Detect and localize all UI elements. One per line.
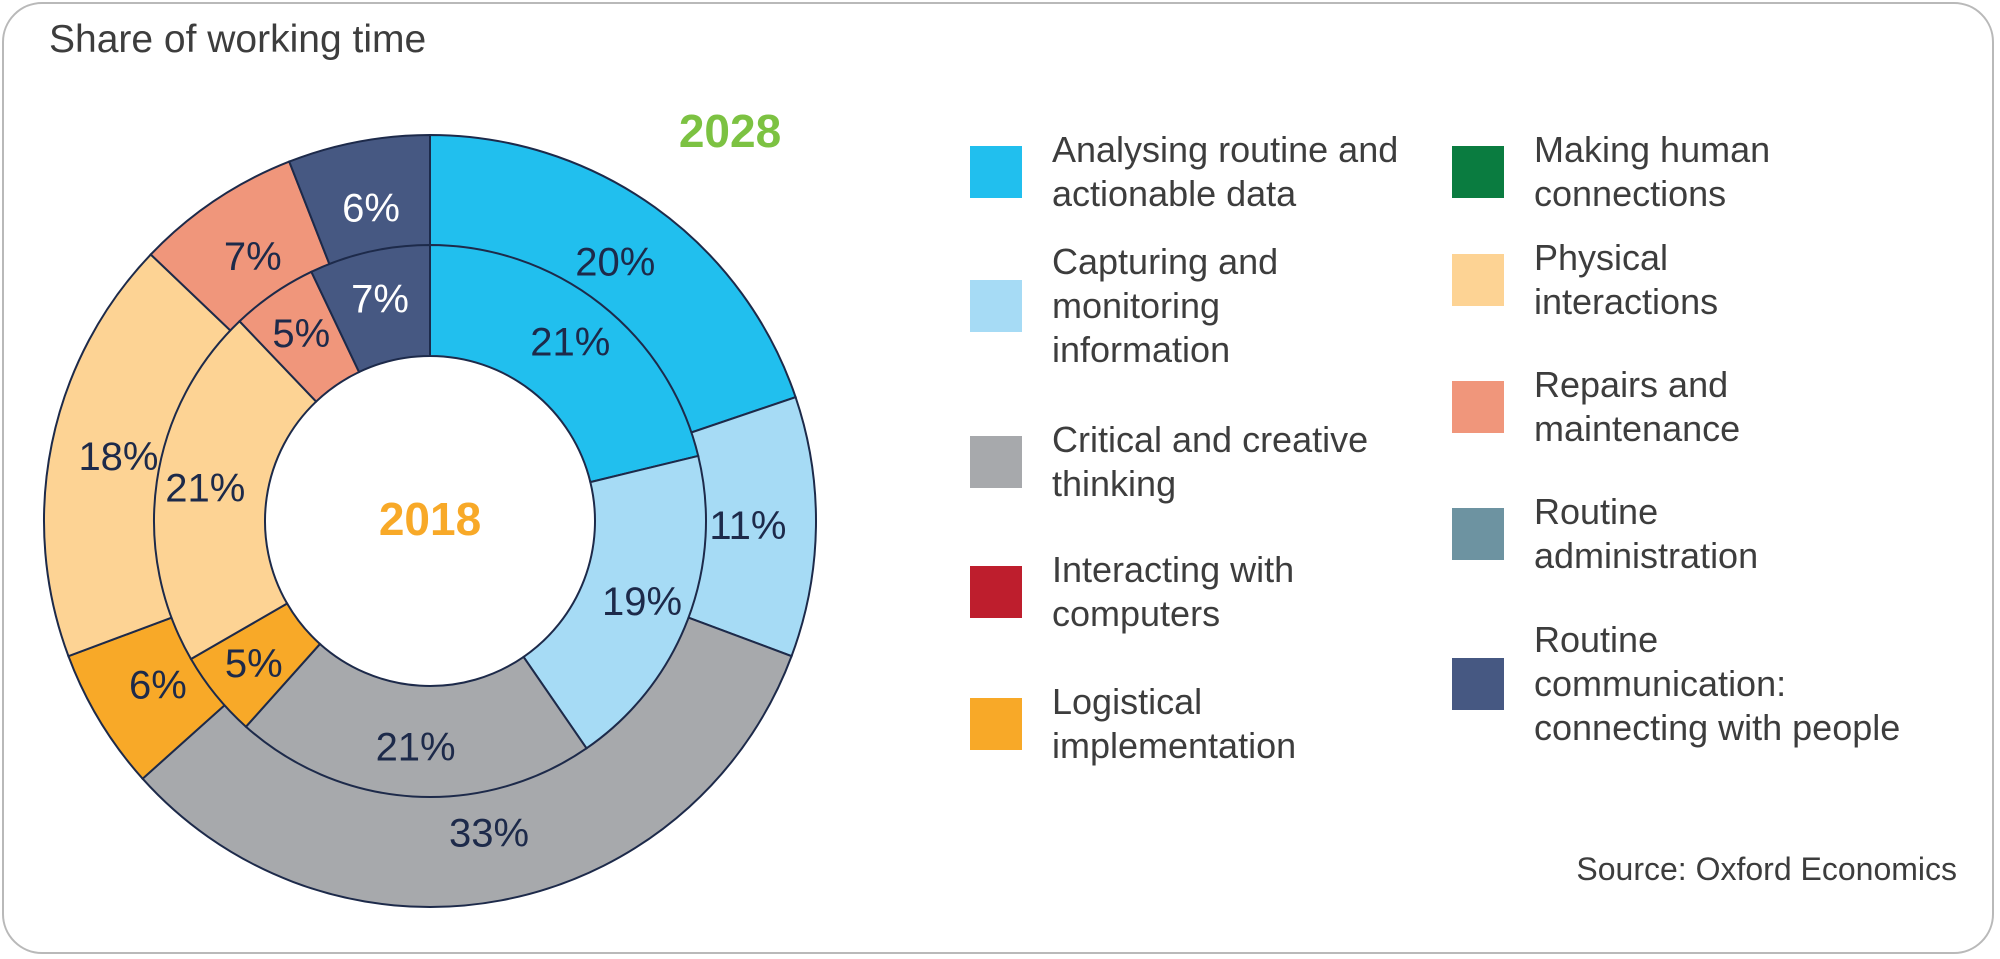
slice-value-label: 5% xyxy=(272,312,330,356)
slice-value-label: 21% xyxy=(376,726,456,770)
source-note: Source: Oxford Economics xyxy=(1576,851,1957,887)
slice-value-label: 6% xyxy=(129,664,187,708)
slice-value-label: 5% xyxy=(225,642,283,686)
slice-value-label: 18% xyxy=(78,435,158,479)
donut-slice xyxy=(310,243,431,374)
slice-value-label: 19% xyxy=(602,580,682,624)
ring-label-2018: 2018 xyxy=(379,493,481,545)
slice-value-label: 6% xyxy=(342,187,400,231)
slice-value-label: 7% xyxy=(351,278,409,322)
chart-title: Share of working time xyxy=(49,18,427,61)
slice-value-label: 21% xyxy=(165,467,245,511)
donut-slice xyxy=(153,319,318,661)
slice-value-label: 33% xyxy=(449,811,529,855)
slice-value-label: 7% xyxy=(224,235,282,279)
donut-slice xyxy=(244,642,588,798)
ring-label-2028: 2028 xyxy=(679,105,781,157)
slice-value-label: 21% xyxy=(530,321,610,365)
slice-value-label: 20% xyxy=(575,241,655,285)
donut-slice xyxy=(429,243,700,484)
inner-ring-2018: 21% 19% 21% 5% 21% 5% 7% xyxy=(153,243,707,798)
donut-slice xyxy=(522,454,707,750)
slice-value-label: 11% xyxy=(709,504,786,548)
